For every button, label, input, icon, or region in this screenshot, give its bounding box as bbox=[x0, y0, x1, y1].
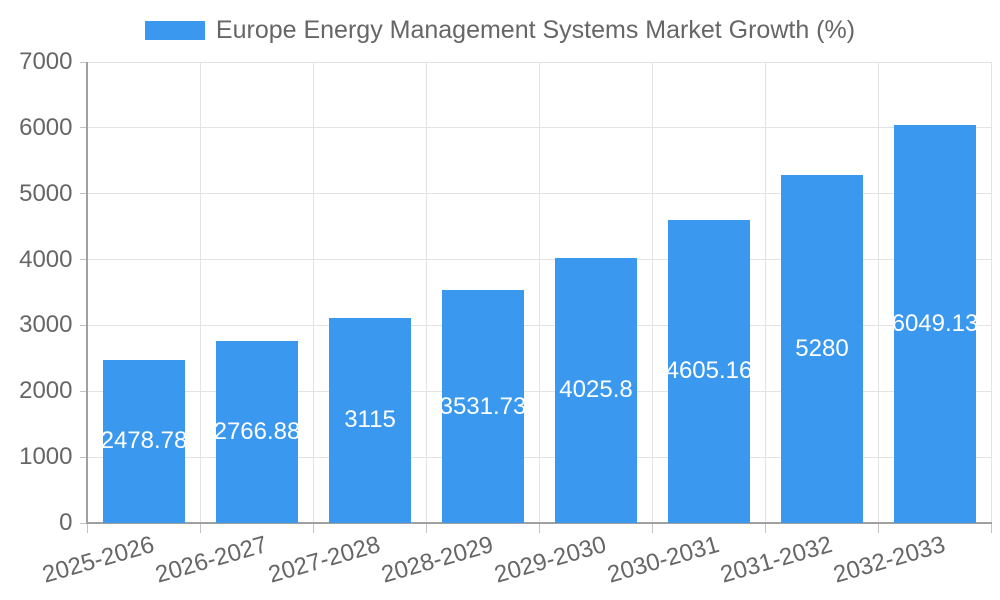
x-tick-label: 2026-2027 bbox=[152, 531, 271, 589]
x-axis-line bbox=[86, 522, 992, 524]
y-tick-mark bbox=[79, 456, 88, 458]
y-tick-mark bbox=[79, 324, 88, 326]
bar[interactable] bbox=[555, 257, 637, 523]
x-tick-mark bbox=[426, 524, 427, 533]
y-tick-label: 0 bbox=[59, 509, 73, 536]
bar-value-label: 3531.73 bbox=[439, 392, 527, 420]
x-tick-label: 2028-2029 bbox=[378, 531, 497, 589]
x-tick-label: 2030-2031 bbox=[604, 531, 723, 589]
y-tick-label: 7000 bbox=[19, 48, 73, 75]
bar[interactable] bbox=[103, 359, 185, 523]
x-tick-mark bbox=[539, 524, 540, 533]
x-tick-label: 2029-2030 bbox=[491, 531, 610, 589]
x-gridline bbox=[200, 62, 201, 523]
y-tick-label: 1000 bbox=[19, 443, 73, 471]
bar[interactable] bbox=[442, 290, 524, 523]
legend-item[interactable]: Europe Energy Management Systems Market … bbox=[0, 16, 1000, 45]
x-gridline bbox=[652, 62, 653, 523]
x-tick-mark bbox=[765, 524, 766, 533]
x-tick-mark bbox=[652, 524, 653, 533]
bar[interactable] bbox=[668, 219, 750, 523]
bar-value-label: 4605.16 bbox=[665, 357, 753, 385]
y-tick-label: 5000 bbox=[19, 179, 73, 207]
y-tick-label: 3000 bbox=[19, 311, 73, 339]
y-tick-mark bbox=[79, 259, 88, 261]
legend-swatch bbox=[144, 21, 205, 40]
bar-value-label: 5280 bbox=[795, 335, 849, 363]
y-axis-line bbox=[86, 62, 88, 523]
bar[interactable] bbox=[216, 340, 298, 523]
bar-value-label: 4025.8 bbox=[559, 376, 633, 404]
x-tick-label: 2031-2032 bbox=[717, 531, 836, 589]
x-tick-mark bbox=[991, 524, 992, 533]
y-tick-mark bbox=[79, 390, 88, 392]
y-tick-label: 6000 bbox=[19, 113, 73, 141]
bar[interactable] bbox=[894, 124, 976, 523]
y-tick-label: 4000 bbox=[19, 245, 73, 273]
bar[interactable] bbox=[329, 317, 411, 523]
x-gridline bbox=[765, 62, 766, 523]
x-tick-mark bbox=[313, 524, 314, 533]
x-tick-label: 2025-2026 bbox=[39, 531, 158, 589]
y-tick-mark bbox=[79, 193, 88, 195]
x-tick-label: 2027-2028 bbox=[265, 531, 384, 589]
bar-value-label: 2766.88 bbox=[213, 417, 301, 445]
bar-value-label: 6049.13 bbox=[891, 309, 979, 337]
y-tick-mark bbox=[79, 61, 88, 63]
x-tick-mark bbox=[200, 524, 201, 533]
x-gridline bbox=[426, 62, 427, 523]
y-tick-label: 2000 bbox=[19, 377, 73, 405]
y-tick-mark bbox=[79, 127, 88, 129]
y-tick-mark bbox=[79, 522, 88, 524]
x-gridline bbox=[878, 62, 879, 523]
bar-value-label: 2478.78 bbox=[100, 427, 188, 455]
x-gridline bbox=[991, 62, 992, 523]
x-tick-label: 2032-2033 bbox=[830, 531, 949, 589]
x-gridline bbox=[539, 62, 540, 523]
legend-label: Europe Energy Management Systems Market … bbox=[215, 16, 856, 44]
x-gridline bbox=[313, 62, 314, 523]
bar-value-label: 3115 bbox=[344, 406, 396, 434]
bar[interactable] bbox=[781, 175, 863, 523]
x-tick-mark bbox=[87, 524, 88, 533]
x-tick-mark bbox=[878, 524, 879, 533]
